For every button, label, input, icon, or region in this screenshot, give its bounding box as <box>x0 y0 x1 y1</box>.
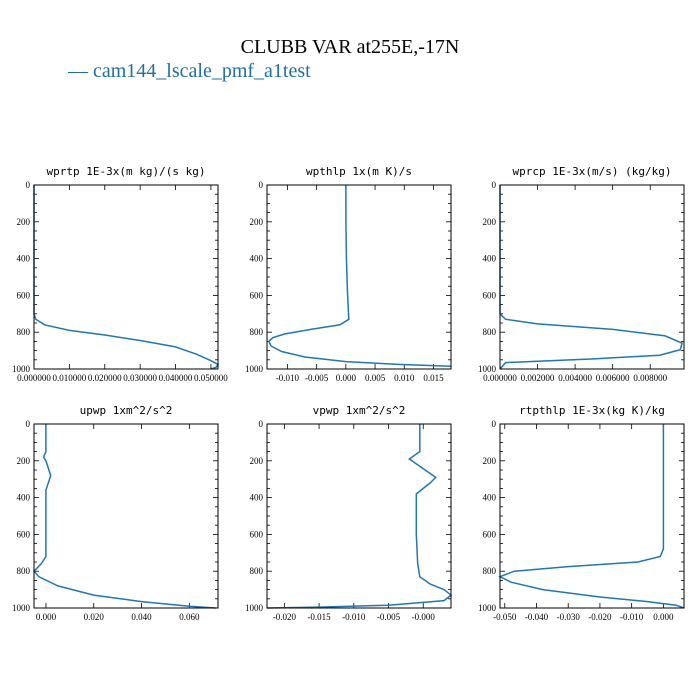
x-tick-label: -0.000 <box>412 612 436 622</box>
y-tick-label: 1000 <box>12 603 31 613</box>
plot-frame <box>499 184 685 370</box>
y-tick-label: 400 <box>17 493 31 503</box>
x-tick-label: 0.008000 <box>633 373 667 383</box>
series-line <box>33 185 220 370</box>
y-tick-label: 200 <box>17 217 31 227</box>
y-tick-label: 400 <box>483 254 497 264</box>
x-tick-label: 0.020000 <box>88 373 122 383</box>
x-tick-label: -0.005 <box>305 373 329 383</box>
plot-frame <box>33 423 219 609</box>
x-tick-label: -0.010 <box>342 612 366 622</box>
y-tick-label: 800 <box>483 327 497 337</box>
panel-wpthlp: wpthlp 1x(m K)/s 0 200 400 600 800 1000 -0.010-… <box>245 165 452 383</box>
panel-title: wpthlp 1x(m K)/s <box>306 165 412 178</box>
y-tick-label: 200 <box>483 456 497 466</box>
x-tick-label: 0.040 <box>131 612 152 622</box>
legend-label: — cam144_lscale_pmf_a1test <box>68 60 311 82</box>
y-tick-label: 600 <box>17 290 31 300</box>
y-tick-label: 800 <box>250 327 264 337</box>
y-tick-label: 600 <box>250 290 264 300</box>
y-tick-label: 1000 <box>245 364 264 374</box>
y-tick-label: 400 <box>483 493 497 503</box>
y-tick-label: 200 <box>483 217 497 227</box>
plot-frame <box>33 184 219 370</box>
series-line <box>267 185 452 367</box>
panel-title: upwp 1xm^2/s^2 <box>80 404 173 417</box>
y-tick-label: 1000 <box>12 364 31 374</box>
panel-title: wprcp 1E-3x(m/s) (kg/kg) <box>513 165 672 178</box>
x-tick-label: -0.010 <box>276 373 300 383</box>
panel-wprcp: wprcp 1E-3x(m/s) (kg/kg) 0 200 400 600 800 100… <box>478 165 685 383</box>
x-tick-label: 0.000 <box>336 373 357 383</box>
panel-title: rtpthlp 1E-3x(kg K)/kg <box>519 404 665 417</box>
y-tick-label: 0 <box>26 419 31 429</box>
x-tick-label: 0.000000 <box>17 373 51 383</box>
x-tick-label: 0.006000 <box>596 373 630 383</box>
x-tick-label: -0.005 <box>377 612 401 622</box>
y-tick-label: 1000 <box>478 364 497 374</box>
y-tick-label: 600 <box>483 290 497 300</box>
x-tick-label: 0.040000 <box>159 373 193 383</box>
panel-wprtp: wprtp 1E-3x(m kg)/(s kg) 0 200 400 600 800 100… <box>12 165 228 383</box>
x-tick-label: 0.000 <box>36 612 57 622</box>
x-tick-label: 0.002000 <box>521 373 555 383</box>
x-tick-label: 0.004000 <box>558 373 592 383</box>
y-tick-label: 800 <box>17 327 31 337</box>
y-tick-label: 800 <box>483 566 497 576</box>
y-tick-label: 0 <box>26 180 31 190</box>
x-tick-label: -0.040 <box>525 612 549 622</box>
panel-title: wprtp 1E-3x(m kg)/(s kg) <box>47 165 206 178</box>
x-tick-label: 0.030000 <box>123 373 157 383</box>
y-tick-label: 600 <box>17 529 31 539</box>
series-line <box>266 424 453 609</box>
y-tick-label: 400 <box>17 254 31 264</box>
y-tick-label: 0 <box>259 419 264 429</box>
x-tick-label: 0.050000 <box>194 373 228 383</box>
x-tick-label: -0.020 <box>273 612 297 622</box>
x-tick-label: 0.005 <box>365 373 386 383</box>
x-tick-label: -0.050 <box>493 612 517 622</box>
series-line <box>499 185 684 370</box>
x-tick-label: 0.010000 <box>53 373 87 383</box>
series-line <box>32 424 216 609</box>
x-tick-label: -0.020 <box>588 612 612 622</box>
y-tick-label: 400 <box>250 254 264 264</box>
y-tick-label: 800 <box>250 566 264 576</box>
y-tick-label: 200 <box>250 456 264 466</box>
plot-frame <box>266 184 452 370</box>
x-tick-label: 0.000 <box>653 612 674 622</box>
y-tick-label: 200 <box>17 456 31 466</box>
panel-vpwp: vpwp 1xm^2/s^2 0 200 400 600 800 1000 -0.020 -0.… <box>245 404 453 622</box>
y-tick-label: 1000 <box>245 603 264 613</box>
x-tick-label: 0.015 <box>423 373 444 383</box>
y-tick-label: 800 <box>17 566 31 576</box>
panel-upwp: upwp 1xm^2/s^2 0 200 400 600 800 1000 0.000 0.02… <box>12 404 219 622</box>
plot-frame <box>499 423 685 609</box>
x-tick-label: -0.015 <box>307 612 331 622</box>
y-tick-label: 600 <box>250 529 264 539</box>
y-tick-label: 200 <box>250 217 264 227</box>
y-tick-label: 0 <box>492 419 497 429</box>
y-tick-label: 0 <box>492 180 497 190</box>
plot-frame <box>266 423 452 609</box>
panel-rtpthlp: rtpthlp 1E-3x(kg K)/kg02004006008001000-… <box>478 404 685 622</box>
y-tick-label: 0 <box>259 180 264 190</box>
x-tick-label: 0.020 <box>84 612 105 622</box>
series-line <box>498 424 685 609</box>
page-title: CLUBB VAR at255E,-17N <box>240 36 460 58</box>
x-tick-label: -0.010 <box>620 612 644 622</box>
panel-title: vpwp 1xm^2/s^2 <box>313 404 406 417</box>
x-tick-label: 0.010 <box>394 373 415 383</box>
x-tick-label: -0.030 <box>557 612 581 622</box>
y-tick-label: 600 <box>483 529 497 539</box>
x-tick-label: 0.060 <box>179 612 200 622</box>
y-tick-label: 400 <box>250 493 264 503</box>
y-tick-label: 1000 <box>478 603 497 613</box>
x-tick-label: 0.000000 <box>483 373 517 383</box>
